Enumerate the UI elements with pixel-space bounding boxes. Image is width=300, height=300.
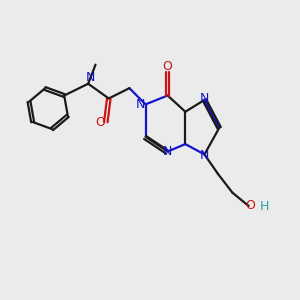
Text: N: N xyxy=(200,92,209,105)
Text: N: N xyxy=(86,71,95,84)
Text: O: O xyxy=(245,200,255,212)
Text: N: N xyxy=(163,145,172,158)
Text: O: O xyxy=(163,60,172,73)
Text: O: O xyxy=(96,116,106,128)
Text: N: N xyxy=(200,149,209,162)
Text: N: N xyxy=(136,98,145,111)
Text: H: H xyxy=(259,200,268,213)
